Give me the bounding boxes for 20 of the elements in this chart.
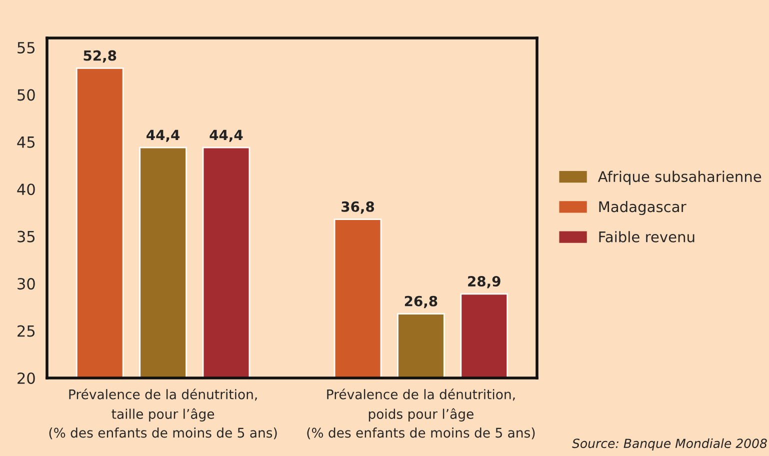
x-tick-label: Prévalence de la dénutrition, taille pour l’âge (% des enfants de moins de 5 ans) bbox=[49, 388, 277, 440]
y-tick-label: 45 bbox=[17, 136, 35, 148]
y-tick-label: 25 bbox=[18, 325, 35, 337]
data-label: 44,4 bbox=[210, 130, 243, 142]
data-label: 28,9 bbox=[468, 276, 500, 288]
data-label: 44,4 bbox=[146, 130, 180, 142]
data-label: 26,8 bbox=[404, 296, 438, 308]
y-tick-label: 50 bbox=[18, 89, 35, 101]
y-tick-label: 40 bbox=[17, 184, 35, 196]
legend-label: Faible revenu bbox=[599, 231, 694, 242]
legend-label: Madagascar bbox=[599, 200, 686, 216]
source-note: Source: Banque Mondiale 2008 bbox=[572, 438, 767, 451]
data-label: 52,8 bbox=[84, 50, 116, 63]
legend-label: Afrique subsaharienne bbox=[598, 170, 762, 185]
y-tick-label: 55 bbox=[18, 42, 35, 54]
data-label: 36,8 bbox=[342, 201, 374, 214]
y-tick-label: 20 bbox=[18, 372, 35, 384]
y-tick-label: 30 bbox=[18, 278, 35, 290]
x-tick-label: Prévalence de la dénutrition, poids pour l’âge (% des enfants de moins de 5 ans) bbox=[307, 388, 535, 440]
y-tick-label: 35 bbox=[18, 230, 35, 242]
